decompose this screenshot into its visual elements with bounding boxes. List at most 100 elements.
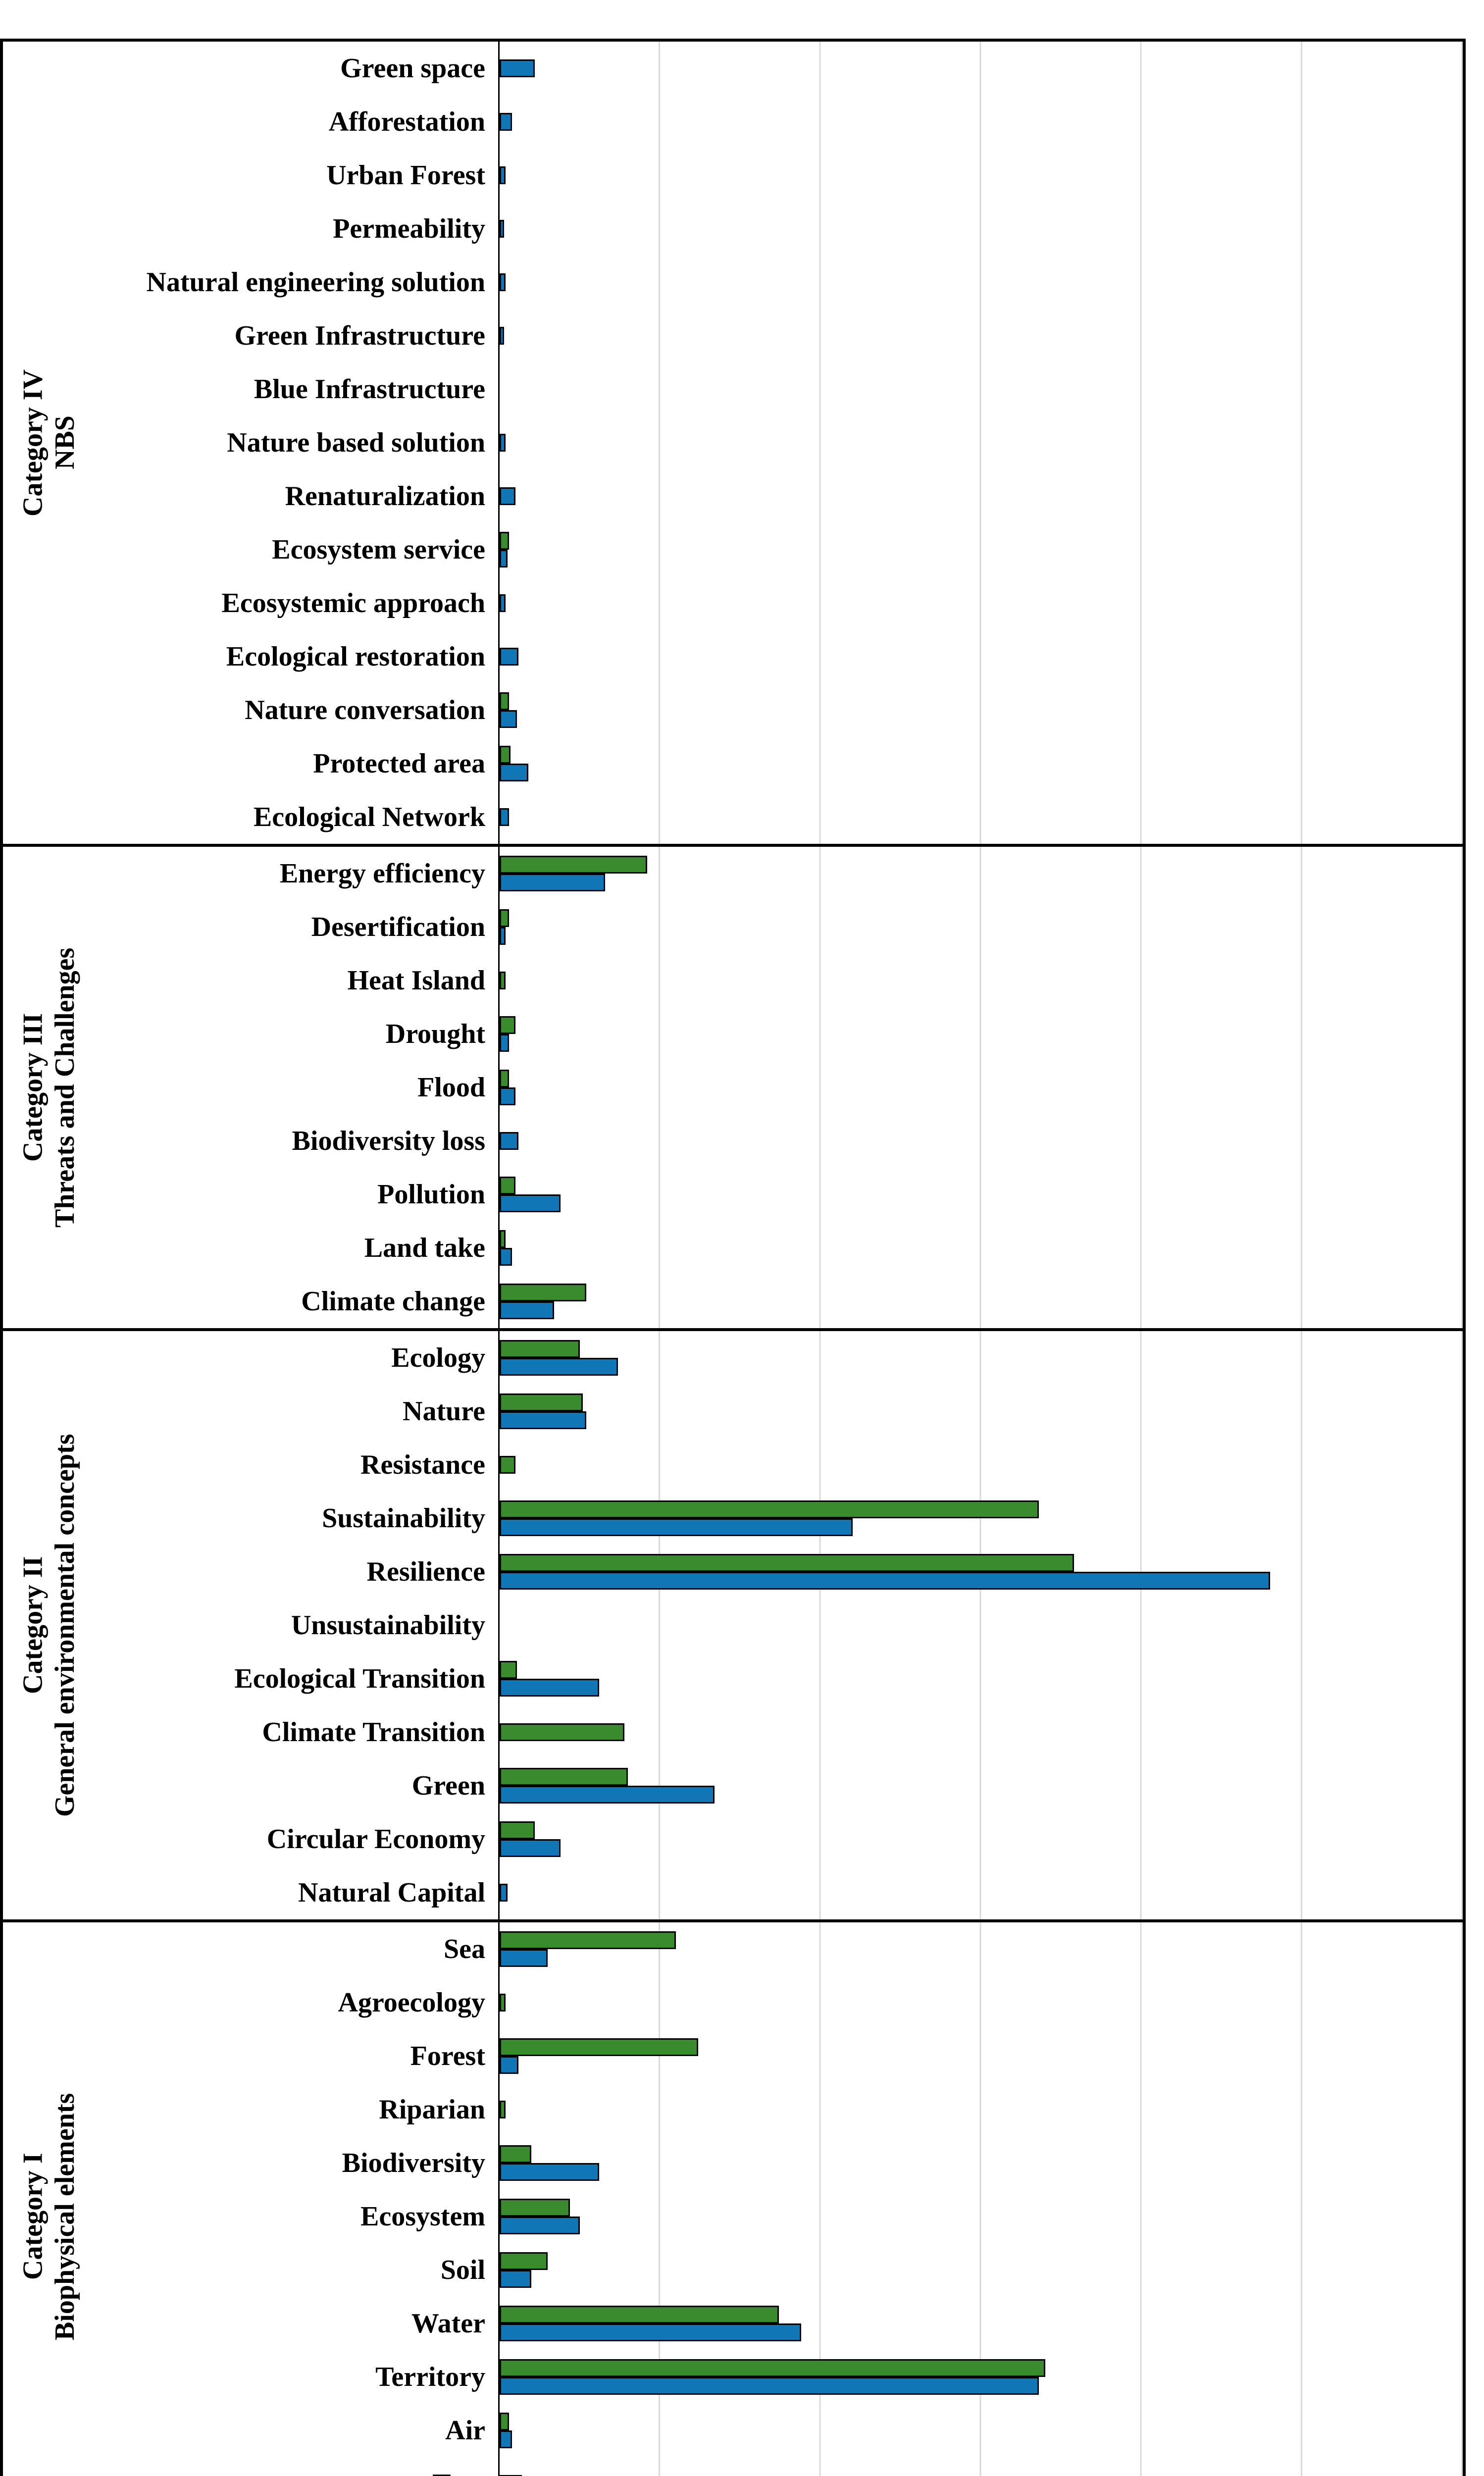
row-label: Protected area (313, 748, 485, 779)
it-bar (500, 273, 506, 291)
row-label: Drought (385, 1019, 485, 1049)
row-label: Unsustainability (291, 1610, 485, 1641)
bar-cluster (498, 1812, 1463, 1866)
bar-cluster (498, 1007, 1463, 1061)
table-row: Urban Forest (3, 149, 1463, 202)
table-row: Pollution (3, 1168, 1463, 1221)
row-label: Land take (364, 1233, 485, 1263)
pt-bar (500, 1177, 515, 1194)
chart-panels: Category IV NBS Green space Afforestation U… (0, 39, 1466, 2476)
bar-cluster (498, 2457, 1463, 2476)
row-label: Nature based solution (227, 427, 485, 458)
it-bar (500, 874, 606, 891)
it-bar (500, 59, 535, 77)
bar-cluster (498, 2083, 1463, 2136)
table-row: Protected area (3, 737, 1463, 790)
it-bar (500, 710, 517, 728)
it-bar (500, 113, 512, 131)
it-bar (500, 2056, 519, 2074)
row-label: Blue Infrastructure (254, 374, 485, 405)
it-bar (500, 1034, 509, 1052)
table-row: Soil (3, 2243, 1463, 2297)
table-row: Land take (3, 1221, 1463, 1275)
table-row: Ecosystemic approach (3, 576, 1463, 630)
it-bar (500, 1949, 548, 1967)
pt-bar (500, 1284, 586, 1301)
pt-bar (500, 1723, 625, 1741)
table-row: Biodiversity loss (3, 1114, 1463, 1168)
bar-cluster (498, 1599, 1463, 1652)
bar-cluster (498, 469, 1463, 523)
row-label: Natural engineering solution (146, 267, 485, 298)
row-label: Air (445, 2415, 485, 2446)
bar-cluster (498, 362, 1463, 416)
table-row: Natural Capital (3, 1866, 1463, 1919)
pt-bar (500, 1340, 580, 1358)
bar-cluster (498, 847, 1463, 900)
row-label: Nature (403, 1396, 485, 1427)
bar-cluster (498, 1221, 1463, 1275)
row-label: Climate Transition (262, 1717, 485, 1748)
row-label: Territory (375, 2362, 485, 2392)
pt-bar (500, 1230, 506, 1248)
pt-bar (500, 1821, 535, 1839)
bar-cluster (498, 1866, 1463, 1919)
pt-bar (500, 532, 509, 550)
pt-bar (500, 692, 509, 710)
it-bar (500, 594, 506, 612)
category-label: Category III Threats and Challenges (17, 947, 80, 1228)
table-row: Energy efficiency (3, 847, 1463, 900)
row-label: Biodiversity (342, 2148, 485, 2178)
category-label: Category IV NBS (17, 369, 80, 516)
it-bar (500, 1248, 512, 1266)
table-row: Air (3, 2404, 1463, 2457)
pt-bar (500, 2145, 532, 2163)
bar-cluster (498, 42, 1463, 95)
bar-cluster (498, 416, 1463, 469)
row-label: Circular Economy (266, 1824, 485, 1855)
table-row: Desertification (3, 900, 1463, 954)
row-label: Heat Island (347, 965, 486, 996)
bar-cluster (498, 2243, 1463, 2297)
table-row: Heat Island (3, 954, 1463, 1007)
pt-bar (500, 1768, 628, 1786)
table-row: Ecological restoration (3, 630, 1463, 683)
row-label: Ecology (391, 1342, 485, 1373)
table-row: Afforestation (3, 95, 1463, 149)
bar-cluster (498, 523, 1463, 576)
it-bar (500, 2323, 801, 2341)
pt-bar (500, 856, 647, 874)
table-row: Agroecology (3, 1976, 1463, 2029)
table-row: Permeability (3, 202, 1463, 256)
table-row: Green space (3, 42, 1463, 95)
row-label: Soil (440, 2255, 485, 2285)
row-label: Urban Forest (326, 160, 485, 191)
row-label: Ecosystem service (272, 534, 485, 565)
panel-category-iv: Category IV NBS Green space Afforestation U… (0, 39, 1466, 847)
row-label: Sustainability (322, 1503, 485, 1534)
table-row: Circular Economy (3, 1812, 1463, 1866)
panel-category-i: Category I Biophysical elements Sea Agroec… (0, 1922, 1466, 2476)
row-label: Pollution (377, 1179, 485, 1210)
bar-cluster (498, 576, 1463, 630)
row-label: Flood (417, 1072, 485, 1103)
bar-cluster (498, 1705, 1463, 1759)
bar-cluster (498, 2350, 1463, 2404)
bar-cluster (498, 630, 1463, 683)
table-row: Sea (3, 1922, 1463, 1976)
row-label: Resistance (360, 1449, 485, 1480)
pt-bar (500, 746, 511, 764)
row-label: Green space (340, 53, 485, 84)
row-label: Ecological Transition (234, 1663, 485, 1694)
pt-bar (500, 2359, 1045, 2377)
it-bar (500, 166, 506, 184)
table-row: Ecosystem service (3, 523, 1463, 576)
bar-cluster (498, 95, 1463, 149)
row-label: Ecosystemic approach (221, 588, 486, 619)
bar-cluster (498, 202, 1463, 256)
row-label: Tree (3, 2468, 498, 2476)
it-bar (500, 2377, 1039, 2395)
bar-cluster (498, 309, 1463, 362)
it-bar (500, 1518, 853, 1536)
